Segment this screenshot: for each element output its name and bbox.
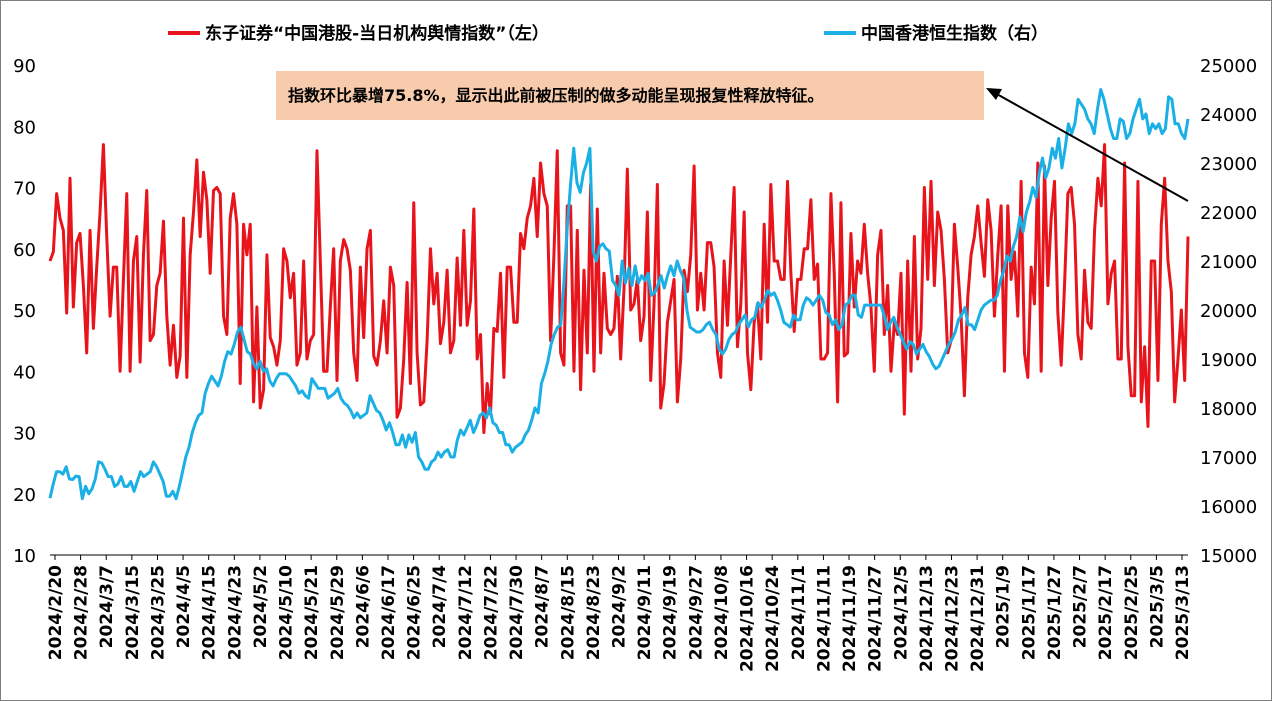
x-axis-tick-label: 2024/11/19 xyxy=(840,565,860,672)
x-axis-tick-label: 2024/7/12 xyxy=(456,565,476,660)
left-axis-tick-label: 30 xyxy=(13,424,36,445)
x-axis-tick-label: 2024/10/24 xyxy=(763,565,783,672)
x-axis-tick-label: 2024/4/5 xyxy=(174,565,194,648)
left-axis-tick-label: 10 xyxy=(13,546,36,567)
right-axis-tick-label: 23000 xyxy=(1200,154,1257,175)
x-axis-tick-label: 2024/6/6 xyxy=(353,565,373,648)
x-axis-tick-label: 2024/7/4 xyxy=(430,565,450,649)
x-axis-tick-label: 2024/10/16 xyxy=(738,565,758,672)
series-layer xyxy=(48,88,1190,501)
x-axis-tick-label: 2025/1/27 xyxy=(1045,565,1065,660)
right-axis-tick-label: 20000 xyxy=(1200,301,1257,322)
left-axis-tick-label: 20 xyxy=(13,485,36,506)
x-axis-tick-label: 2024/4/15 xyxy=(200,565,220,660)
x-axis-tick-label: 2024/11/1 xyxy=(789,565,809,660)
left-axis-tick-label: 40 xyxy=(13,362,36,383)
x-axis-tick-label: 2025/1/17 xyxy=(1019,565,1039,660)
x-axis-tick-label: 2024/12/13 xyxy=(917,565,937,672)
x-axis-tick-label: 2025/2/17 xyxy=(1096,565,1116,660)
right-axis-tick-label: 24000 xyxy=(1200,105,1257,126)
left-axis-tick-label: 70 xyxy=(13,179,36,200)
x-axis-tick-label: 2025/1/9 xyxy=(994,565,1014,648)
x-axis-tick-label: 2024/7/30 xyxy=(507,565,527,660)
left-axis-tick-label: 90 xyxy=(13,56,36,77)
legend-label-hsi: 中国香港恒生指数（右） xyxy=(861,23,1048,44)
x-axis: 2024/2/20 2024/2/28 2024/3/7 2024/3/15 2024/… xyxy=(46,555,1193,672)
x-axis-tick-label: 2024/6/17 xyxy=(379,565,399,660)
x-axis-tick-label: 2024/5/10 xyxy=(277,565,297,660)
right-axis-tick-label: 18000 xyxy=(1200,399,1257,420)
left-axis-tick-label: 80 xyxy=(13,117,36,138)
right-axis-tick-label: 19000 xyxy=(1200,350,1257,371)
x-axis-tick-label: 2024/9/11 xyxy=(635,565,655,660)
x-axis-tick-label: 2024/11/27 xyxy=(866,565,886,672)
left-axis-tick-label: 50 xyxy=(13,301,36,322)
x-axis-tick-label: 2024/5/2 xyxy=(251,565,271,648)
x-axis-tick-label: 2024/6/25 xyxy=(405,565,425,660)
x-axis-tick-label: 2024/8/23 xyxy=(584,565,604,660)
left-axis: 10 20 30 40 50 60 70 80 90 xyxy=(13,56,36,567)
right-axis: 15000 16000 17000 18000 19000 20000 21000 22000… xyxy=(1200,56,1257,567)
x-axis-tick-label: 2024/3/15 xyxy=(123,565,143,660)
x-axis-tick-label: 2024/7/22 xyxy=(481,565,501,660)
annotation-arrow-line xyxy=(994,92,1189,202)
series-line-sentiment-index xyxy=(48,143,1190,434)
x-axis-tick-label: 2024/2/20 xyxy=(46,565,66,660)
x-axis-tick-label: 2024/10/8 xyxy=(712,565,732,660)
x-axis-tick-label: 2024/9/27 xyxy=(686,565,706,660)
x-axis-tick-label: 2024/2/28 xyxy=(72,565,92,660)
series-line-hang-seng xyxy=(48,88,1190,501)
left-axis-tick-label: 60 xyxy=(13,240,36,261)
right-axis-tick-label: 22000 xyxy=(1200,203,1257,224)
annotation-box xyxy=(276,71,984,120)
x-axis-tick-label: 2024/12/5 xyxy=(891,565,911,660)
right-axis-tick-label: 21000 xyxy=(1200,252,1257,273)
right-axis-tick-label: 15000 xyxy=(1200,546,1257,567)
x-axis-tick-label: 2025/3/13 xyxy=(1173,565,1193,660)
x-axis-tick-label: 2024/3/25 xyxy=(148,565,168,660)
x-axis-tick-label: 2025/3/5 xyxy=(1147,565,1167,648)
x-axis-tick-label: 2024/8/15 xyxy=(558,565,578,660)
x-axis-tick-label: 2025/2/7 xyxy=(1071,565,1091,648)
x-axis-tick-label: 2024/9/2 xyxy=(610,565,630,648)
x-axis-tick-label: 2025/2/25 xyxy=(1122,565,1142,660)
annotation: 指数环比暴增75.8%，显示出此前被压制的做多动能呈现报复性释放特征。 xyxy=(276,71,1189,202)
x-axis-tick-label: 2024/11/11 xyxy=(814,565,834,672)
x-axis-tick-label: 2024/12/23 xyxy=(942,565,962,672)
x-axis-tick-label: 2024/8/7 xyxy=(533,565,553,648)
x-axis-tick-label: 2024/3/7 xyxy=(97,565,117,648)
annotation-arrow-head xyxy=(986,88,1002,100)
legend: 东子证券“中国港股-当日机构舆情指数”（左） 中国香港恒生指数（右） xyxy=(168,23,1048,44)
annotation-text: 指数环比暴增75.8%，显示出此前被压制的做多动能呈现报复性释放特征。 xyxy=(288,86,824,105)
x-axis-tick-label: 2024/12/31 xyxy=(968,565,988,672)
x-axis-tick-label: 2024/5/21 xyxy=(302,565,322,660)
right-axis-tick-label: 16000 xyxy=(1200,497,1257,518)
right-axis-tick-label: 25000 xyxy=(1200,56,1257,77)
x-axis-tick-label: 2024/4/23 xyxy=(225,565,245,660)
x-axis-tick-label: 2024/9/19 xyxy=(661,565,681,660)
x-axis-tick-label: 2024/5/29 xyxy=(328,565,348,660)
right-axis-tick-label: 17000 xyxy=(1200,448,1257,469)
legend-label-sentiment: 东子证券“中国港股-当日机构舆情指数”（左） xyxy=(205,23,549,44)
